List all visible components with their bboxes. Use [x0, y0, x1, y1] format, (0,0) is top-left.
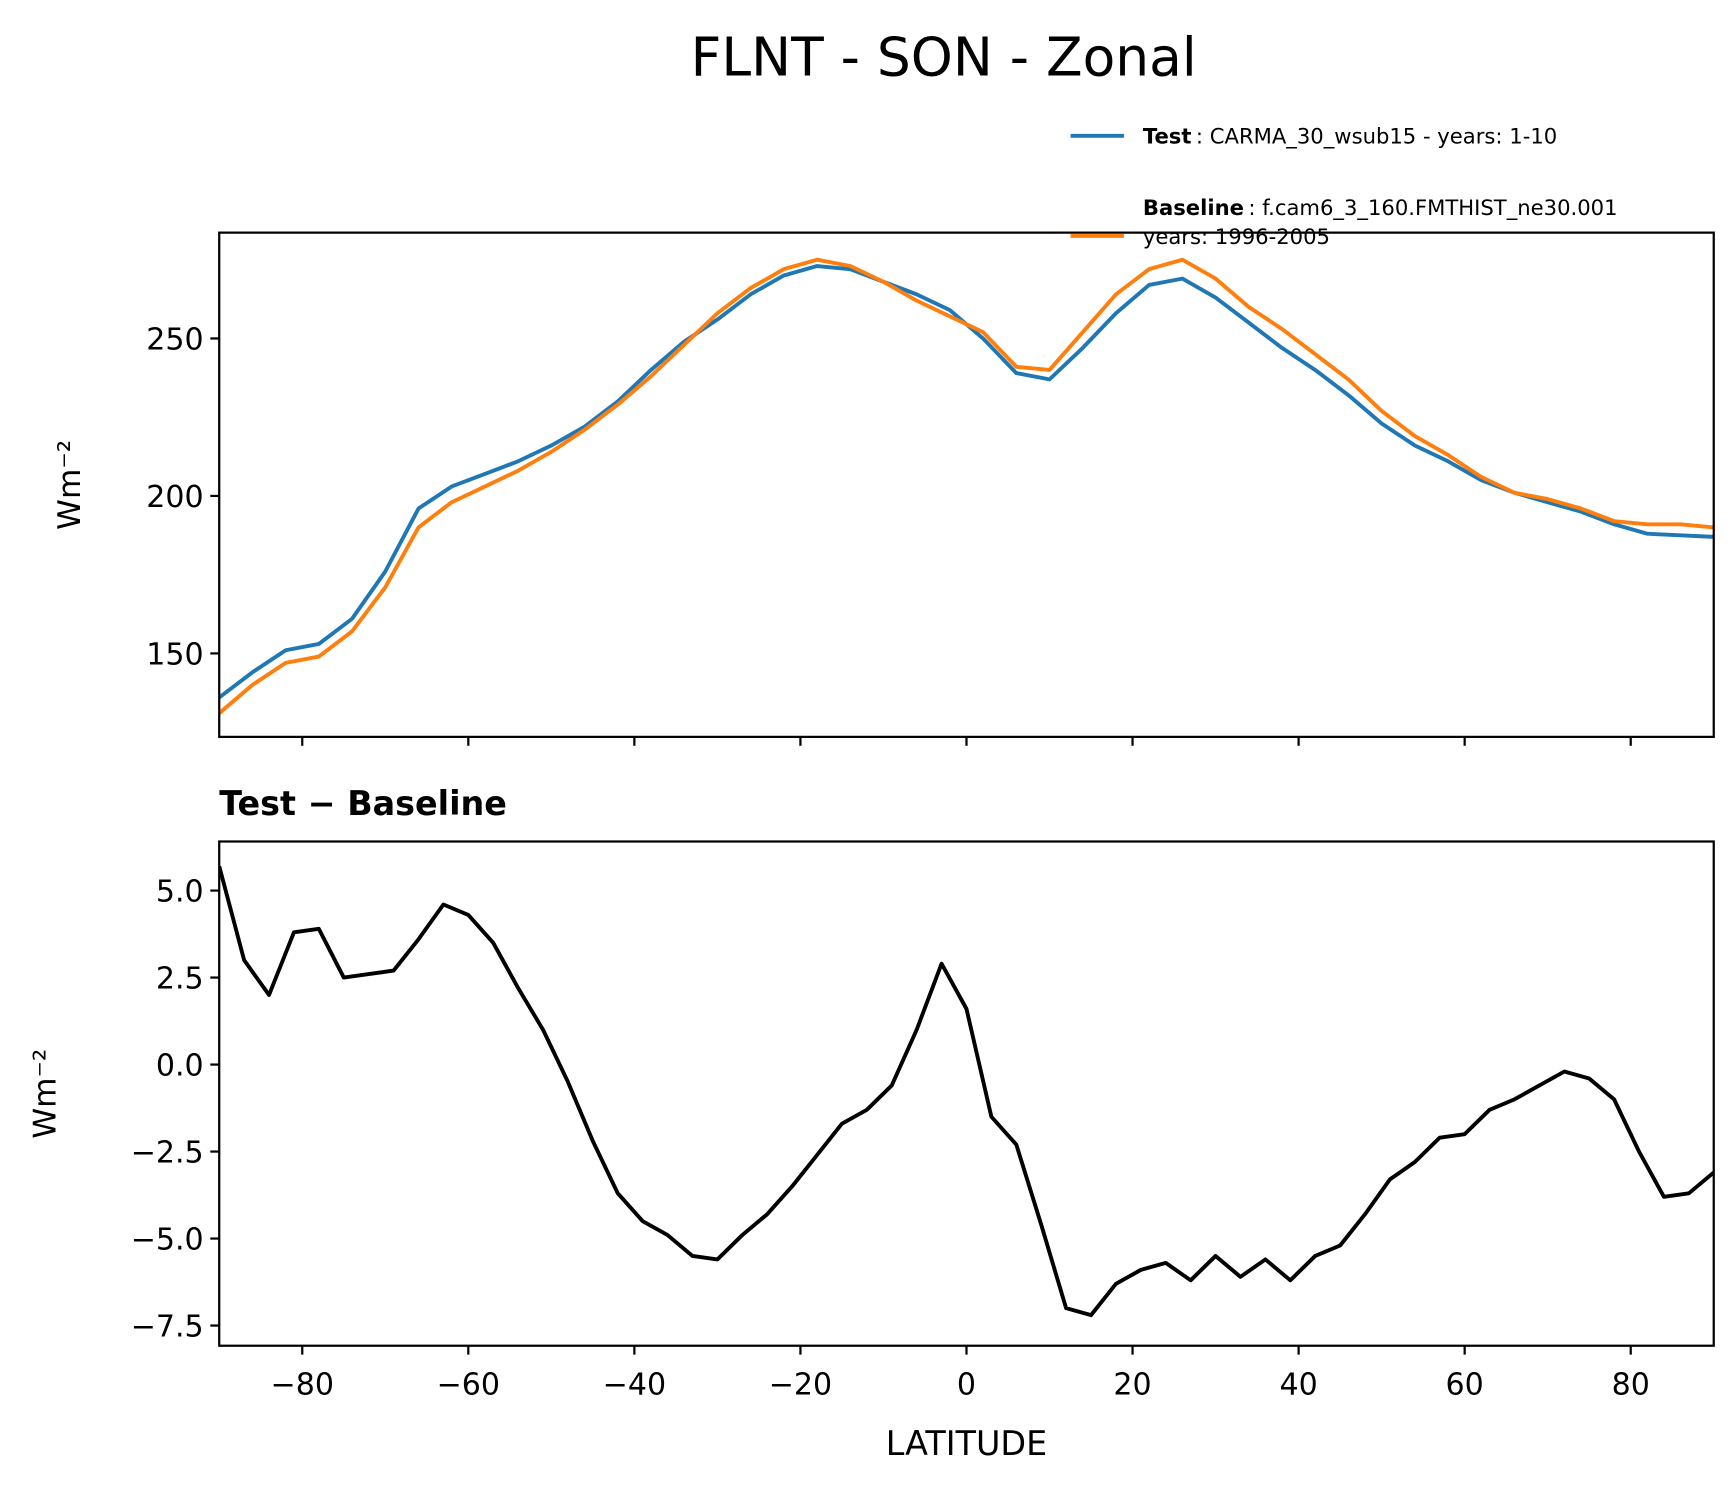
subplot-title: Test − Baseline [219, 784, 507, 823]
legend-description: : CARMA_30_wsub15 - years: 1-10 [1196, 124, 1557, 150]
legend-description: : f.cam6_3_160.FMTHIST_ne30.001 [1248, 195, 1617, 221]
x-tick-label: −40 [603, 1368, 666, 1403]
y-tick-label: −7.5 [131, 1310, 204, 1345]
y-tick-label: 250 [146, 323, 203, 358]
legend-label: Baseline: f.cam6_3_160.FMTHIST_ne30.001 [1143, 195, 1618, 221]
x-axis-label: LATITUDE [886, 1424, 1047, 1463]
y-tick-label: 0.0 [156, 1049, 204, 1084]
x-tick-label: −80 [271, 1368, 334, 1403]
legend-name: Test [1143, 124, 1192, 149]
data-line [219, 865, 1714, 1318]
legend-description: years: 1996-2005 [1143, 224, 1330, 249]
legend-label: Test: CARMA_30_wsub15 - years: 1-10 [1143, 124, 1557, 150]
y-tick-label: 5.0 [156, 875, 204, 910]
x-tick-label: −20 [769, 1368, 832, 1403]
x-tick-label: 80 [1612, 1368, 1650, 1403]
y-axis-label: Wm⁻² [52, 440, 88, 530]
chart-title: FLNT - SON - Zonal [691, 26, 1197, 89]
x-tick-label: 20 [1113, 1368, 1151, 1403]
x-tick-label: −60 [437, 1368, 500, 1403]
y-tick-label: 150 [146, 638, 203, 673]
axes-frame [218, 840, 1715, 1347]
data-line [219, 257, 1714, 715]
x-tick-label: 0 [957, 1368, 976, 1403]
legend-name: Baseline [1143, 195, 1244, 220]
y-tick-label: −5.0 [131, 1223, 204, 1258]
y-axis-label: Wm⁻² [28, 1049, 64, 1139]
y-tick-label: 200 [146, 480, 203, 515]
y-tick-label: 2.5 [156, 962, 204, 997]
y-tick-label: −2.5 [131, 1136, 204, 1171]
x-tick-label: 60 [1446, 1368, 1484, 1403]
x-tick-label: 40 [1279, 1368, 1317, 1403]
